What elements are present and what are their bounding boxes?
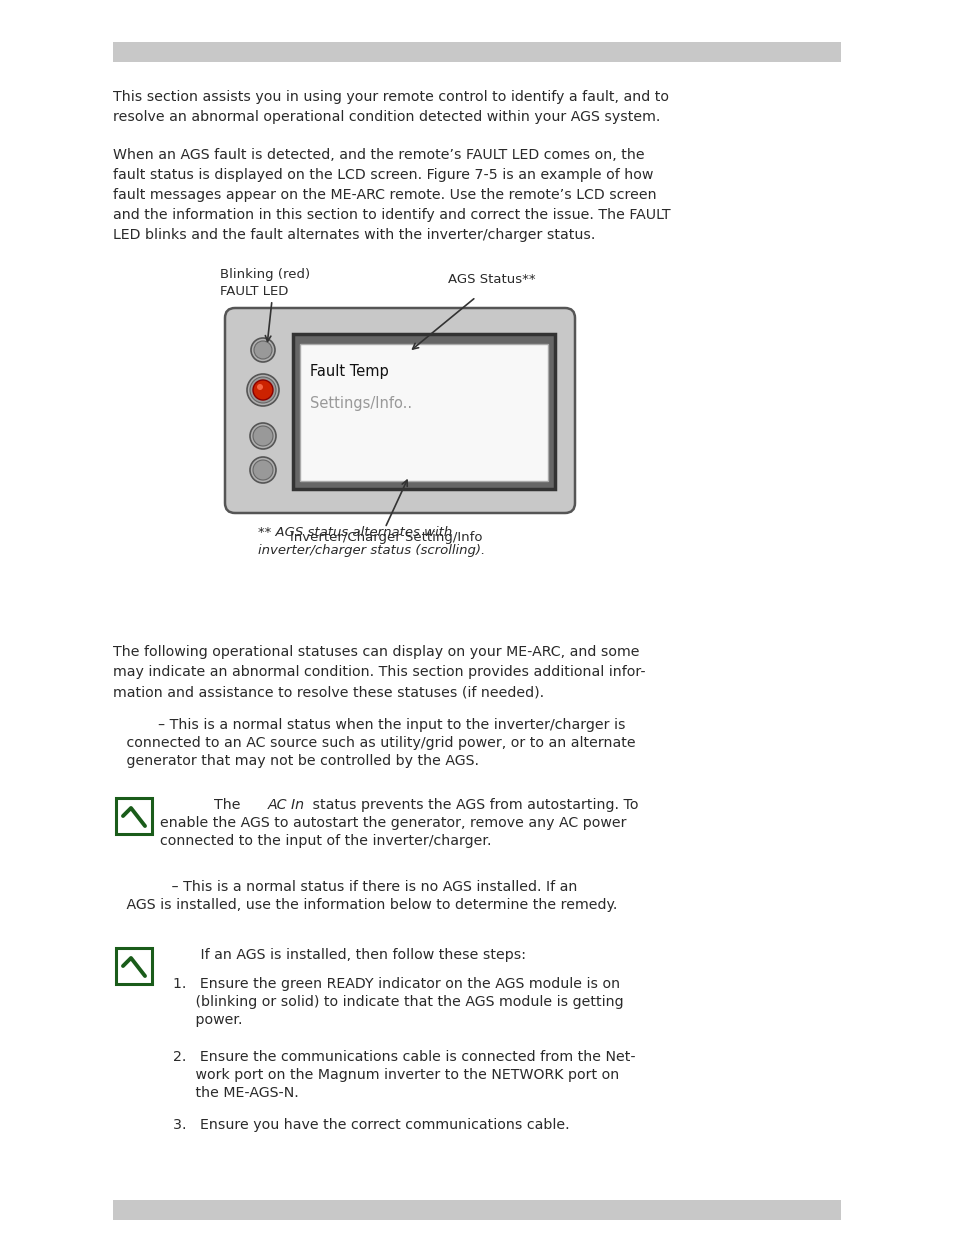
- Circle shape: [253, 380, 273, 400]
- Circle shape: [253, 426, 273, 446]
- Circle shape: [250, 377, 275, 403]
- Text: 3.   Ensure you have the correct communications cable.: 3. Ensure you have the correct communica…: [172, 1118, 569, 1132]
- Text: connected to an AC source such as utility/grid power, or to an alternate: connected to an AC source such as utilit…: [112, 736, 635, 750]
- Text: the ME-AGS-N.: the ME-AGS-N.: [172, 1086, 298, 1100]
- Text: 2.   Ensure the communications cable is connected from the Net-: 2. Ensure the communications cable is co…: [172, 1050, 635, 1065]
- Circle shape: [256, 384, 263, 390]
- FancyBboxPatch shape: [299, 345, 547, 480]
- Text: This section assists you in using your remote control to identify a fault, and t: This section assists you in using your r…: [112, 90, 668, 124]
- Circle shape: [250, 457, 275, 483]
- Text: (blinking or solid) to indicate that the AGS module is getting: (blinking or solid) to indicate that the…: [172, 995, 623, 1009]
- Text: status prevents the AGS from autostarting. To: status prevents the AGS from autostartin…: [308, 798, 638, 811]
- Text: connected to the input of the inverter/charger.: connected to the input of the inverter/c…: [160, 834, 491, 848]
- Text: The following operational statuses can display on your ME-ARC, and some
may indi: The following operational statuses can d…: [112, 645, 645, 699]
- Circle shape: [253, 459, 273, 480]
- Text: When an AGS fault is detected, and the remote’s FAULT LED comes on, the
fault st: When an AGS fault is detected, and the r…: [112, 148, 670, 242]
- Text: enable the AGS to autostart the generator, remove any AC power: enable the AGS to autostart the generato…: [160, 816, 626, 830]
- FancyBboxPatch shape: [293, 333, 555, 489]
- Circle shape: [253, 341, 272, 359]
- Text: Inverter/Charger Setting/Info: Inverter/Charger Setting/Info: [290, 531, 482, 543]
- Circle shape: [247, 374, 278, 406]
- Text: Blinking (red)
FAULT LED: Blinking (red) FAULT LED: [220, 268, 310, 298]
- FancyBboxPatch shape: [225, 308, 575, 513]
- Text: work port on the Magnum inverter to the NETWORK port on: work port on the Magnum inverter to the …: [172, 1068, 618, 1082]
- Text: Settings/Info..: Settings/Info..: [310, 396, 412, 411]
- Text: – This is a normal status if there is no AGS installed. If an: – This is a normal status if there is no…: [112, 881, 577, 894]
- Text: – This is a normal status when the input to the inverter/charger is: – This is a normal status when the input…: [112, 718, 625, 732]
- Text: ** AGS status alternates with
inverter/charger status (scrolling).: ** AGS status alternates with inverter/c…: [257, 526, 485, 557]
- Text: If an AGS is installed, then follow these steps:: If an AGS is installed, then follow thes…: [160, 948, 525, 962]
- Text: The: The: [160, 798, 245, 811]
- Text: AGS is installed, use the information below to determine the remedy.: AGS is installed, use the information be…: [112, 898, 617, 911]
- Circle shape: [251, 338, 274, 362]
- Text: Fault Temp: Fault Temp: [310, 364, 388, 379]
- Text: 1.   Ensure the green READY indicator on the AGS module is on: 1. Ensure the green READY indicator on t…: [172, 977, 619, 990]
- Circle shape: [250, 424, 275, 450]
- Text: power.: power.: [172, 1013, 242, 1028]
- Text: AC In: AC In: [268, 798, 305, 811]
- FancyBboxPatch shape: [112, 42, 841, 62]
- Text: AGS Status**: AGS Status**: [448, 273, 535, 287]
- FancyBboxPatch shape: [112, 1200, 841, 1220]
- Text: generator that may not be controlled by the AGS.: generator that may not be controlled by …: [112, 755, 478, 768]
- FancyBboxPatch shape: [116, 798, 152, 834]
- FancyBboxPatch shape: [116, 948, 152, 984]
